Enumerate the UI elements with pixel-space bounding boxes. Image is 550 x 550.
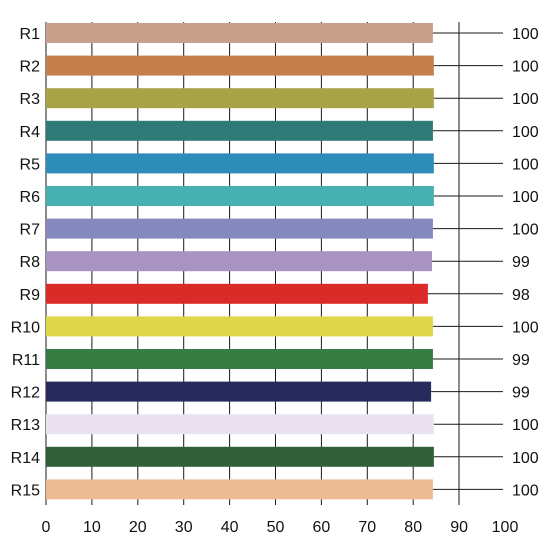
category-label: R13 (11, 417, 40, 434)
x-tick-label: 10 (83, 519, 101, 536)
bar-r14 (46, 446, 434, 467)
category-label: R3 (20, 91, 41, 108)
value-label: 100 (512, 156, 539, 173)
x-tick-label: 50 (267, 519, 285, 536)
bar-r15 (46, 479, 433, 500)
category-label: R12 (11, 385, 40, 402)
category-label: R14 (11, 450, 40, 467)
value-label: 98 (512, 287, 530, 304)
bar-r10 (46, 316, 433, 337)
value-label: 100 (512, 417, 539, 434)
value-label: 100 (512, 189, 539, 206)
bar-r6 (46, 186, 434, 206)
bars (46, 23, 434, 500)
x-tick-label: 100 (492, 519, 519, 536)
category-label: R5 (20, 156, 41, 173)
bar-r13 (46, 414, 434, 435)
value-label: 100 (512, 482, 539, 499)
category-label: R6 (20, 189, 41, 206)
category-label: R1 (20, 26, 41, 43)
x-tick-labels: 0 10 20 30 40 50 60 70 80 90 100 (42, 519, 519, 536)
value-label: 99 (512, 352, 530, 369)
x-tick-label: 20 (129, 519, 147, 536)
value-labels: 100 100 100 100 100 100 100 99 98 100 99 99 100 100 10… (512, 26, 539, 499)
x-tick-label: 60 (313, 519, 331, 536)
bar-r8 (46, 251, 433, 272)
bar-r11 (46, 349, 433, 369)
value-label: 100 (512, 59, 539, 76)
category-label: R2 (20, 59, 41, 76)
x-tick-label: 80 (404, 519, 422, 536)
category-label: R10 (11, 319, 40, 336)
category-label: R11 (12, 352, 40, 369)
bar-r7 (46, 218, 433, 239)
label-bracket (427, 22, 503, 505)
value-label: 100 (512, 319, 539, 336)
bar-r5 (46, 153, 434, 174)
value-label: 100 (512, 26, 539, 43)
bar-r1 (46, 23, 433, 43)
value-label: 99 (512, 385, 530, 402)
value-label: 100 (512, 124, 539, 141)
category-labels: R1 R2 R3 R4 R5 R6 R7 R8 R9 R10 R11 R12 R13 R14 R15 (11, 26, 40, 499)
bar-r4 (46, 120, 433, 141)
value-label: 100 (512, 450, 539, 467)
category-label: R15 (11, 482, 40, 499)
bar-r3 (46, 88, 434, 109)
bar-r12 (46, 381, 432, 402)
category-label: R8 (20, 254, 41, 271)
bar-r9 (46, 283, 428, 304)
x-tick-label: 40 (221, 519, 239, 536)
x-tick-label: 0 (42, 519, 51, 536)
value-label: 100 (512, 91, 539, 108)
category-label: R7 (20, 222, 41, 239)
category-label: R4 (20, 124, 41, 141)
x-tick-label: 90 (450, 519, 468, 536)
value-label: 100 (512, 222, 539, 239)
x-tick-label: 70 (358, 519, 376, 536)
value-label: 99 (512, 254, 530, 271)
category-label: R9 (20, 287, 41, 304)
bar-r2 (46, 55, 434, 76)
x-tick-label: 30 (175, 519, 193, 536)
